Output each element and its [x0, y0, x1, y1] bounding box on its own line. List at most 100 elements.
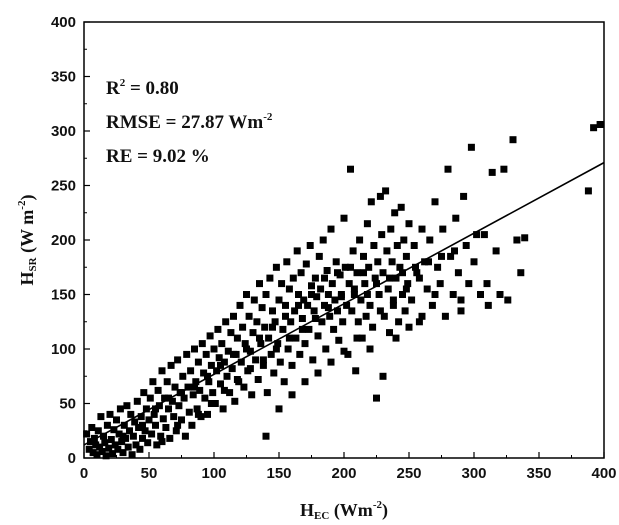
- data-point: [300, 296, 308, 304]
- data-point: [243, 291, 250, 298]
- data-point: [89, 449, 97, 457]
- axes: 0 50 100 150 200 250 300 350 400 0 50 100 150 200 250 3…: [51, 14, 617, 482]
- y-tick-label: 400: [51, 14, 76, 31]
- data-point: [165, 405, 172, 413]
- data-point: [326, 312, 334, 320]
- data-point: [123, 402, 131, 410]
- data-point: [94, 427, 102, 435]
- data-point: [291, 307, 299, 315]
- data-point: [100, 432, 107, 440]
- data-point: [233, 376, 241, 383]
- data-point: [223, 372, 231, 380]
- data-point: [248, 391, 256, 399]
- data-point: [405, 323, 413, 331]
- data-point: [140, 389, 148, 397]
- data-point: [239, 323, 247, 331]
- data-point: [415, 274, 423, 282]
- y-tick-label: 250: [51, 178, 76, 195]
- data-point: [447, 252, 455, 260]
- data-point: [318, 318, 326, 326]
- data-point: [473, 231, 481, 239]
- data-point: [139, 434, 146, 442]
- data-point: [376, 192, 384, 200]
- data-point: [93, 451, 101, 459]
- data-point: [308, 282, 315, 290]
- x-tick-label: 350: [526, 465, 551, 482]
- data-point: [110, 426, 118, 434]
- y-tick-label: 150: [51, 287, 76, 304]
- data-point: [209, 389, 217, 397]
- data-point: [119, 432, 127, 440]
- data-point: [449, 291, 457, 298]
- data-point: [196, 386, 204, 394]
- y-tick-label: 100: [51, 341, 76, 358]
- data-point: [369, 323, 377, 331]
- data-point: [163, 378, 171, 386]
- data-point: [127, 410, 135, 418]
- data-point: [366, 345, 374, 353]
- data-point: [288, 391, 296, 399]
- data-point: [438, 252, 445, 260]
- data-point: [131, 418, 139, 426]
- data-point: [354, 318, 362, 326]
- data-point: [206, 332, 214, 340]
- data-point: [274, 340, 282, 348]
- data-point: [85, 445, 93, 453]
- y-tick-label: 300: [51, 123, 76, 140]
- data-point: [157, 432, 165, 440]
- data-point: [428, 301, 436, 309]
- data-point: [114, 445, 122, 453]
- data-point: [350, 285, 358, 293]
- data-point: [391, 209, 399, 217]
- data-point: [347, 263, 354, 271]
- data-point: [378, 231, 386, 239]
- data-point: [272, 345, 280, 353]
- data-point: [402, 252, 410, 260]
- data-point: [470, 258, 478, 266]
- data-point: [279, 325, 287, 333]
- data-point: [188, 421, 196, 429]
- data-point: [266, 274, 274, 282]
- data-point: [362, 312, 370, 320]
- data-point: [276, 358, 284, 366]
- data-point: [280, 378, 288, 386]
- data-point: [418, 312, 426, 320]
- data-point: [324, 291, 332, 298]
- data-point: [103, 421, 111, 429]
- data-point: [395, 318, 403, 326]
- data-point: [227, 329, 235, 337]
- x-axis-title: HEC (Wm-2): [300, 499, 388, 522]
- data-point: [220, 386, 228, 394]
- data-point: [214, 325, 222, 333]
- data-point: [387, 225, 395, 233]
- x-tick-label: 300: [461, 465, 486, 482]
- data-point: [393, 242, 401, 249]
- data-point: [88, 424, 96, 431]
- data-point: [292, 334, 300, 342]
- data-point: [236, 301, 244, 309]
- data-point: [207, 361, 215, 369]
- data-point: [278, 280, 286, 288]
- data-point: [128, 451, 136, 459]
- data-point: [120, 421, 128, 429]
- data-point: [379, 372, 387, 380]
- data-point: [262, 432, 270, 440]
- data-point: [96, 443, 104, 451]
- data-point: [353, 334, 361, 342]
- data-point: [441, 312, 449, 320]
- data-point: [421, 258, 429, 266]
- data-point: [180, 394, 188, 402]
- data-point: [295, 291, 302, 298]
- data-point: [293, 247, 301, 255]
- data-point: [492, 247, 500, 255]
- data-point: [194, 358, 202, 366]
- data-point: [423, 285, 431, 293]
- data-point: [321, 274, 328, 282]
- data-point: [483, 280, 491, 288]
- data-point: [118, 438, 126, 446]
- data-point: [306, 242, 314, 249]
- data-point: [218, 340, 226, 348]
- data-point: [460, 192, 468, 200]
- data-point: [141, 427, 149, 435]
- data-point: [457, 296, 465, 304]
